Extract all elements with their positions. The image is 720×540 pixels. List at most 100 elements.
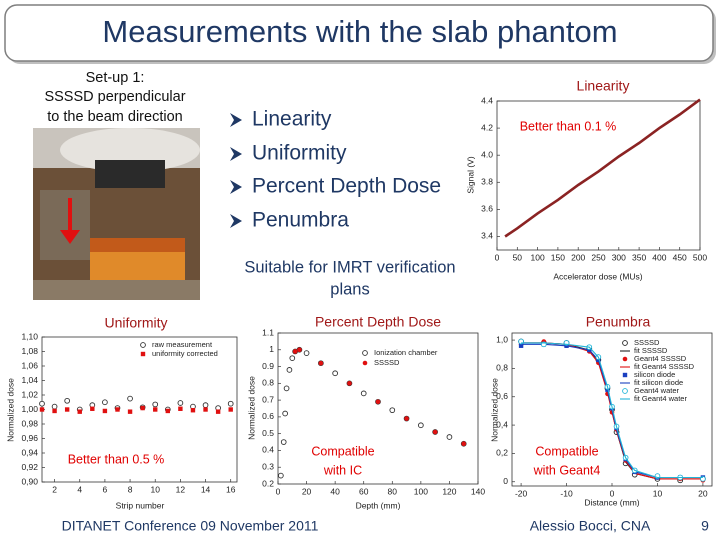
y-axis-label: Normalized dose [246, 376, 256, 440]
data-point [39, 407, 45, 412]
annotation: Compatible [311, 444, 374, 458]
data-point [282, 410, 288, 417]
data-point [90, 406, 95, 411]
setup-line: to the beam direction [47, 109, 182, 125]
data-point [177, 400, 184, 406]
x-tick-label: 20 [302, 486, 312, 496]
legend-marker [622, 388, 628, 394]
note-line: plans [330, 280, 369, 298]
y-tick-label: 1 [269, 344, 274, 354]
x-tick-label: 80 [388, 486, 398, 496]
data-point [152, 401, 159, 408]
data-point [153, 407, 158, 412]
y-tick-label: 1,10 [21, 331, 38, 341]
x-axis-label: Strip number [116, 500, 165, 510]
x-tick-label: 50 [513, 252, 523, 262]
data-point [292, 349, 298, 354]
x-tick-label: 150 [551, 252, 565, 262]
data-point [289, 355, 296, 362]
y-tick-label: 1,08 [21, 346, 38, 356]
x-tick-label: 0 [495, 252, 500, 262]
x-tick-label: 40 [330, 486, 340, 496]
x-tick-label: 500 [693, 252, 707, 262]
y-tick-label: 0,6 [496, 391, 508, 401]
legend-label: fit Geant4 SSSSD [634, 362, 695, 371]
annotation: Better than 0.1 % [520, 119, 617, 133]
data-point [297, 347, 302, 353]
y-axis-label: Normalized dose [5, 378, 15, 442]
page-number: 9 [701, 518, 709, 534]
footer-left: DITANET Conference 09 November 2011 [62, 518, 319, 534]
data-point [102, 399, 108, 406]
x-tick-label: 10 [653, 488, 663, 498]
legend-label: fit silicon diode [634, 378, 683, 387]
x-tick-label: 140 [471, 486, 485, 496]
y-tick-label: 1,02 [21, 389, 38, 399]
chart-title: Penumbra [586, 314, 651, 330]
data-point [165, 408, 171, 414]
legend-label: Geant4 SSSSD [634, 354, 687, 363]
y-tick-label: 0,98 [21, 418, 38, 428]
y-axis-label: Normalized dose [489, 378, 499, 442]
y-tick-label: 0,90 [21, 476, 38, 486]
data-point [375, 399, 381, 405]
annotation: Better than 0.5 % [68, 452, 165, 466]
data-point [115, 407, 120, 412]
x-tick-label: 250 [591, 252, 605, 262]
y-tick-label: 0,96 [21, 433, 38, 443]
y-tick-label: 0,4 [496, 419, 508, 429]
data-point [347, 381, 352, 386]
legend-marker [622, 356, 628, 362]
legend-label: fit Geant4 water [634, 394, 687, 403]
x-tick-label: 350 [632, 252, 646, 262]
data-point [360, 390, 367, 397]
legend-label: uniformity corrected [152, 349, 218, 358]
data-point [52, 408, 57, 414]
y-tick-label: 0,94 [21, 447, 38, 457]
data-point [77, 409, 82, 414]
data-line [521, 342, 703, 479]
annotation: with IC [323, 463, 362, 477]
x-tick-label: 6 [103, 484, 108, 494]
plot-frame [277, 332, 479, 485]
y-tick-label: 0.5 [262, 428, 274, 438]
y-tick-label: 0,2 [496, 448, 508, 458]
series [504, 98, 701, 238]
x-axis-label: Depth (mm) [356, 500, 401, 510]
bullet: Uniformity [252, 142, 347, 165]
y-tick-label: 3.6 [481, 204, 493, 214]
data-point [64, 397, 71, 404]
y-tick-label: 1,04 [21, 375, 38, 385]
data-point [389, 407, 396, 414]
y-tick-label: 4.0 [481, 149, 493, 159]
y-tick-label: 3.4 [481, 231, 493, 241]
data-point [227, 400, 234, 407]
bullet-arrows [230, 113, 242, 228]
data-point [332, 370, 338, 377]
plot-frame [496, 100, 701, 251]
data-point [190, 408, 196, 413]
data-point [203, 407, 208, 412]
x-tick-label: 200 [571, 252, 585, 262]
x-tick-label: 60 [359, 486, 369, 496]
annotation: Compatible [535, 444, 598, 458]
data-point [127, 409, 133, 414]
legend-marker [140, 342, 146, 348]
legend-marker [140, 351, 146, 357]
legend-label: Ionization chamber [374, 348, 438, 357]
setup-photo [33, 128, 200, 300]
data-point [286, 367, 293, 373]
x-tick-label: 8 [128, 484, 133, 494]
y-tick-label: 0.2 [262, 478, 274, 488]
data-point [404, 416, 409, 421]
x-tick-label: 300 [612, 252, 626, 262]
x-axis-label: Accelerator dose (MUs) [553, 271, 642, 281]
y-tick-label: 1,00 [21, 404, 38, 414]
data-point [432, 429, 438, 435]
y-tick-label: 0 [503, 476, 508, 486]
x-tick-label: 0 [276, 486, 281, 496]
legend-label: SSSSD [634, 338, 660, 347]
y-tick-label: 0.3 [262, 461, 274, 471]
y-tick-label: 0.8 [262, 378, 274, 388]
